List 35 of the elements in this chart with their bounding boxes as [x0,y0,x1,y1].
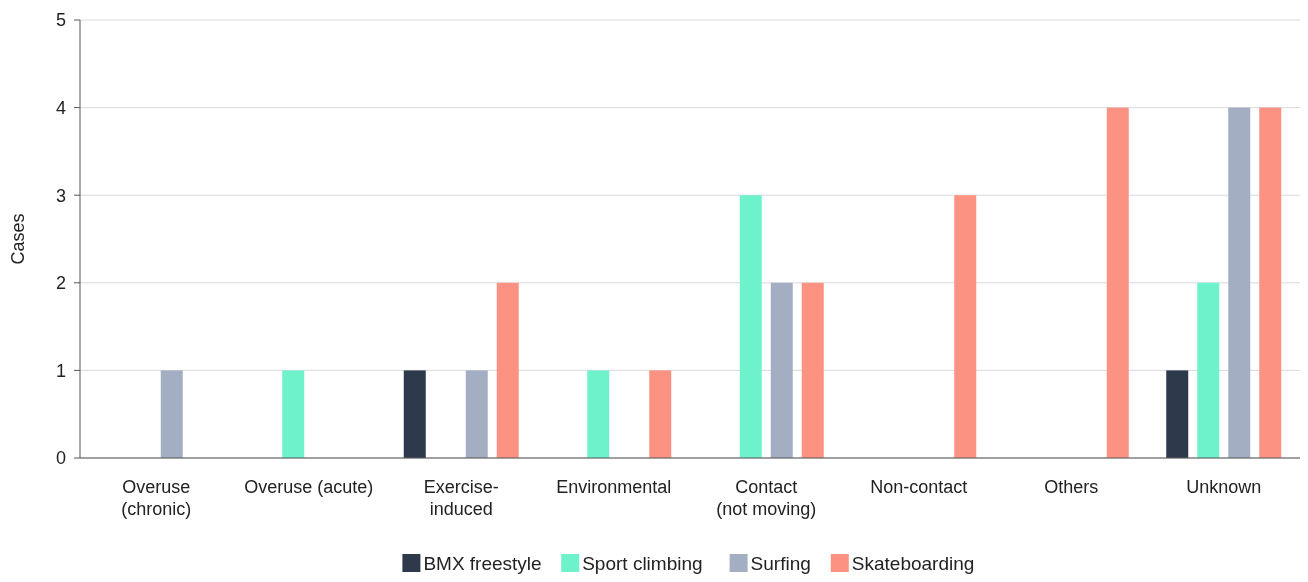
y-tick-label: 3 [55,185,66,206]
bar [1197,282,1220,458]
bar [1259,107,1282,458]
y-tick-label: 4 [55,97,66,118]
x-tick-label: Unknown [1186,477,1262,497]
bar [770,282,793,458]
bar [282,370,305,458]
x-tick-label: Contact (not moving) [716,477,817,519]
legend-label: BMX freestyle [423,553,542,574]
x-tick-label: Overuse (chronic) [121,477,192,519]
legend-label: Surfing [750,553,811,574]
x-tick-label: Overuse (acute) [244,477,374,497]
bar [465,370,488,458]
bar [954,195,977,458]
y-tick-label: 0 [55,448,66,469]
y-tick-label: 2 [55,273,66,294]
bar [649,370,672,458]
bar [1228,107,1251,458]
legend-label: Skateboarding [851,553,975,574]
legend-label: Sport climbing [582,553,703,574]
bar [496,282,519,458]
x-tick-label: Exercise- induced [423,477,499,519]
bar [403,370,426,458]
bar [160,370,183,458]
x-tick-label: Non-contact [870,477,968,497]
x-tick-label: Others [1044,477,1099,497]
y-tick-label: 1 [55,360,66,381]
bar [801,282,824,458]
bar [739,195,762,458]
y-tick-label: 5 [55,10,66,31]
bar [1106,107,1129,458]
y-axis-title: Cases [8,213,28,265]
x-tick-label: Environmental [556,477,672,497]
bar [1166,370,1189,458]
bar [587,370,610,458]
